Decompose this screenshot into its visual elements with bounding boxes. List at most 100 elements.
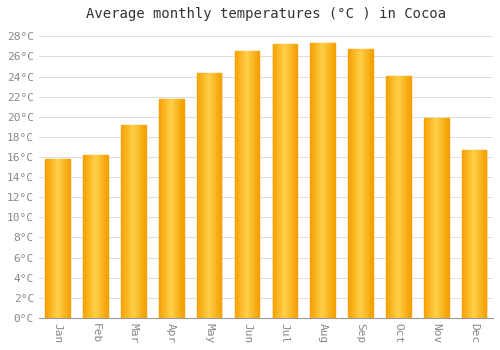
Bar [471,150,472,318]
Bar [430,118,432,318]
Bar [123,125,124,318]
Bar [480,150,482,318]
Bar [390,76,391,318]
Bar [324,43,325,318]
Bar [95,155,96,318]
Bar [332,43,334,318]
Bar [296,44,297,318]
Bar [170,99,172,318]
Bar [56,159,57,318]
Bar [66,159,67,318]
Bar [212,72,214,318]
Bar [370,49,371,318]
Bar [355,49,356,318]
Bar [311,43,312,318]
Bar [103,155,104,318]
Bar [166,99,167,318]
Bar [285,44,286,318]
Bar [96,155,97,318]
Bar [214,72,215,318]
Bar [104,155,106,318]
Bar [209,72,210,318]
Bar [164,99,166,318]
Bar [250,51,251,318]
Bar [436,118,437,318]
Bar [363,49,364,318]
Bar [442,118,443,318]
Bar [429,118,430,318]
Bar [97,155,98,318]
Bar [405,76,406,318]
Bar [310,43,311,318]
Bar [354,49,355,318]
Bar [258,51,260,318]
Bar [211,72,212,318]
Bar [282,44,283,318]
Bar [388,76,390,318]
Bar [200,72,201,318]
Bar [138,125,139,318]
Bar [197,72,198,318]
Bar [98,155,99,318]
Bar [61,159,62,318]
Bar [121,125,122,318]
Bar [159,99,160,318]
Bar [462,150,464,318]
Bar [402,76,404,318]
Bar [288,44,289,318]
Bar [387,76,388,318]
Bar [400,76,401,318]
Bar [292,44,293,318]
Bar [317,43,318,318]
Bar [441,118,442,318]
Bar [371,49,372,318]
Bar [482,150,483,318]
Bar [84,155,85,318]
Bar [444,118,446,318]
Bar [395,76,396,318]
Bar [240,51,242,318]
Bar [320,43,321,318]
Bar [484,150,485,318]
Bar [440,118,441,318]
Bar [52,159,53,318]
Bar [89,155,90,318]
Bar [128,125,130,318]
Bar [322,43,324,318]
Bar [208,72,209,318]
Bar [362,49,363,318]
Bar [447,118,448,318]
Bar [358,49,359,318]
Bar [180,99,181,318]
Bar [162,99,163,318]
Bar [465,150,466,318]
Bar [107,155,108,318]
Bar [173,99,174,318]
Bar [314,43,316,318]
Bar [99,155,100,318]
Bar [205,72,206,318]
Bar [167,99,168,318]
Bar [201,72,202,318]
Bar [391,76,392,318]
Bar [57,159,58,318]
Bar [368,49,369,318]
Bar [85,155,86,318]
Bar [53,159,54,318]
Bar [62,159,64,318]
Bar [321,43,322,318]
Bar [394,76,395,318]
Bar [446,118,447,318]
Bar [64,159,65,318]
Bar [478,150,479,318]
Bar [127,125,128,318]
Bar [475,150,476,318]
Bar [65,159,66,318]
Bar [47,159,48,318]
Bar [386,76,387,318]
Bar [396,76,397,318]
Bar [218,72,219,318]
Bar [483,150,484,318]
Bar [312,43,313,318]
Bar [92,155,93,318]
